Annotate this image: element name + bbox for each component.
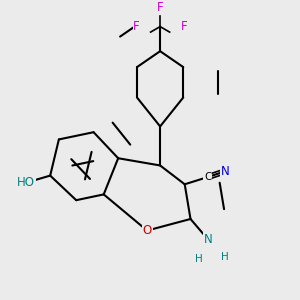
Text: N: N	[221, 165, 230, 178]
Text: H: H	[221, 252, 229, 262]
Text: HO: HO	[16, 176, 34, 189]
Text: H: H	[195, 254, 203, 265]
Text: F: F	[157, 1, 164, 13]
Text: F: F	[180, 20, 187, 33]
Text: C: C	[204, 172, 211, 182]
Text: O: O	[142, 224, 152, 237]
Text: N: N	[203, 233, 212, 246]
Text: F: F	[133, 20, 140, 33]
